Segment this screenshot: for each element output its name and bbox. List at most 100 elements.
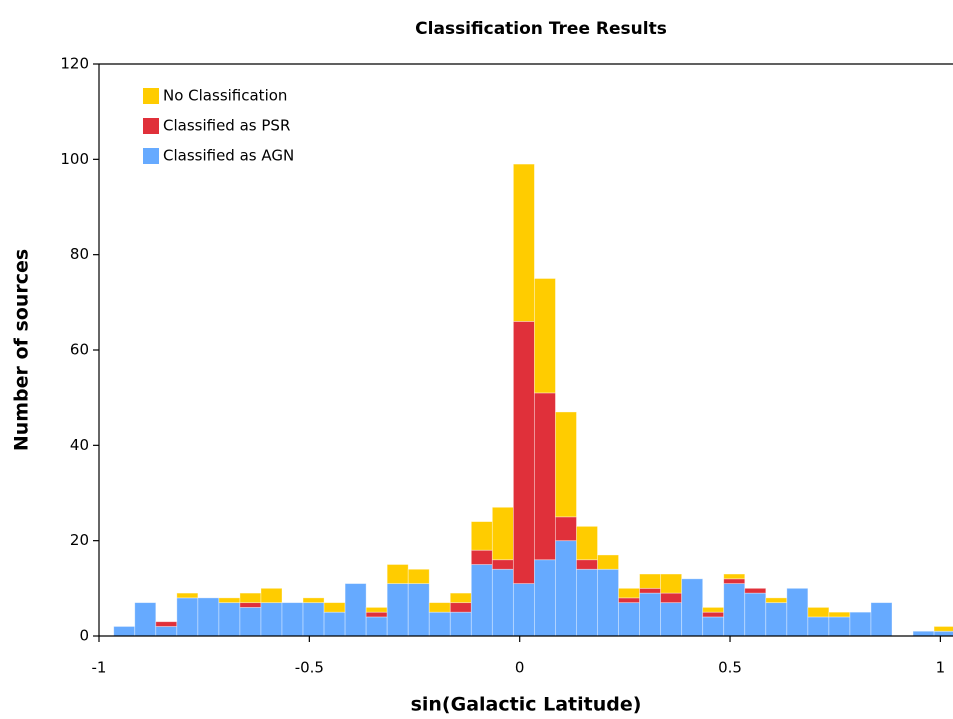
bar-segment: [428, 602, 451, 613]
y-tick-label: 20: [70, 531, 89, 549]
bar-segment: [933, 626, 953, 632]
bar-segment: [260, 602, 283, 637]
bar-segment: [807, 616, 830, 637]
bar-segment: [765, 597, 788, 604]
bar-segment: [218, 602, 241, 637]
bar-segment: [912, 630, 935, 637]
bar-segment: [723, 578, 746, 584]
bar-segment: [555, 411, 577, 518]
bar-segment: [491, 506, 514, 561]
y-tick-label: 0: [79, 627, 89, 645]
bar-segment: [618, 587, 640, 599]
bar-segment: [239, 602, 262, 608]
bar-segment: [555, 516, 577, 542]
bar-segment: [365, 611, 388, 618]
bar-segment: [470, 564, 493, 637]
bar-segment: [555, 540, 577, 637]
bar-segment: [407, 583, 430, 637]
bar-segment: [176, 597, 199, 637]
y-tick-label: 120: [60, 55, 89, 73]
bar-segment: [386, 583, 409, 637]
bar-segment: [470, 549, 493, 565]
bar-segment: [239, 592, 262, 604]
bar-segment: [702, 607, 725, 613]
bar-segment: [534, 559, 556, 637]
bar-segment: [681, 578, 704, 637]
bar-segment: [849, 611, 872, 637]
bar-segment: [260, 587, 283, 604]
bar-segment: [870, 602, 893, 637]
bar-segment: [218, 597, 241, 604]
bar-segment: [534, 278, 556, 394]
bar-segment: [933, 630, 953, 637]
bar-segment: [155, 621, 178, 627]
bar-segment: [512, 163, 535, 322]
bar-segment: [428, 611, 451, 637]
bar-segment: [113, 626, 136, 637]
x-tick-label: 0: [515, 659, 525, 677]
bar-segment: [323, 602, 346, 613]
bar-segment: [702, 611, 725, 618]
bar-segment: [639, 587, 662, 594]
bar-segment: [597, 568, 619, 637]
y-tick-label: 100: [60, 150, 89, 168]
bar-segment: [344, 583, 367, 637]
bar-segment: [512, 320, 535, 584]
y-tick-label: 80: [70, 245, 89, 263]
legend-swatch: [143, 118, 159, 134]
legend-label: No Classification: [163, 87, 287, 105]
bar-segment: [470, 521, 493, 551]
bar-segment: [576, 559, 598, 570]
bar-segment: [134, 602, 157, 637]
bar-segment: [155, 626, 178, 637]
legend-label: Classified as AGN: [163, 147, 294, 165]
bar-segment: [786, 587, 809, 637]
legend-swatch: [143, 148, 159, 164]
bar-segment: [660, 602, 683, 637]
bar-segment: [660, 573, 683, 594]
x-tick-label: -1: [92, 659, 107, 677]
bar-segment: [512, 583, 535, 637]
bar-segment: [828, 611, 851, 618]
bar-segment: [386, 564, 409, 584]
bar-segment: [765, 602, 788, 637]
bar-segment: [723, 583, 746, 637]
bar-segment: [302, 597, 325, 604]
bar-segment: [807, 607, 830, 618]
bar-segment: [176, 592, 199, 599]
bar-segment: [449, 602, 472, 613]
bars: [113, 163, 953, 637]
bar-segment: [365, 616, 388, 637]
bar-segment: [407, 568, 430, 584]
x-axis-label: sin(Galactic Latitude): [411, 694, 642, 716]
bar-segment: [744, 592, 767, 637]
bar-segment: [239, 607, 262, 637]
bar-segment: [576, 568, 598, 637]
y-tick-label: 40: [70, 436, 89, 454]
bar-segment: [281, 602, 304, 637]
bar-segment: [449, 592, 472, 604]
bar-segment: [365, 607, 388, 613]
legend-swatch: [143, 88, 159, 104]
y-axis-label: Number of sources: [11, 249, 33, 451]
y-tick-label: 60: [70, 341, 89, 359]
chart-title: Classification Tree Results: [415, 19, 667, 39]
bar-segment: [618, 597, 640, 604]
bar-segment: [302, 602, 325, 637]
legend-label: Classified as PSR: [163, 117, 290, 135]
bar-segment: [744, 587, 767, 594]
bar-segment: [828, 616, 851, 637]
bar-segment: [618, 602, 640, 637]
bar-segment: [534, 392, 556, 561]
bar-segment: [491, 559, 514, 570]
x-tick-label: 1: [936, 659, 946, 677]
bar-segment: [323, 611, 346, 637]
x-tick-label: 0.5: [718, 659, 742, 677]
bar-segment: [639, 592, 662, 637]
bar-segment: [491, 568, 514, 637]
x-tick-label: -0.5: [295, 659, 324, 677]
bar-segment: [639, 573, 662, 589]
bar-segment: [702, 616, 725, 637]
bar-segment: [660, 592, 683, 604]
